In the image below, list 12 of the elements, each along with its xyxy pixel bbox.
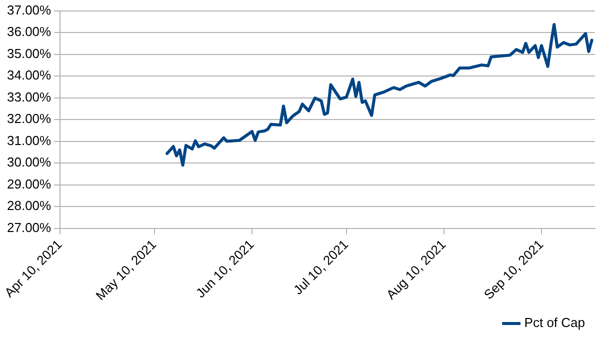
legend-label: Pct of Cap [524,315,586,330]
y-tick-label: 27.00% [6,220,52,235]
y-tick-label: 36.00% [6,24,52,40]
y-tick-label: 33.00% [6,89,52,104]
y-tick-label: 35.00% [6,46,52,61]
y-tick-label: 28.00% [6,198,52,214]
y-tick-label: 29.00% [6,176,52,192]
y-tick-label: 37.00% [6,2,52,18]
y-tick-label: 30.00% [6,154,52,170]
y-tick-label: 34.00% [6,68,52,83]
y-tick-label: 31.00% [6,132,52,148]
y-tick-label: 32.00% [6,111,52,126]
